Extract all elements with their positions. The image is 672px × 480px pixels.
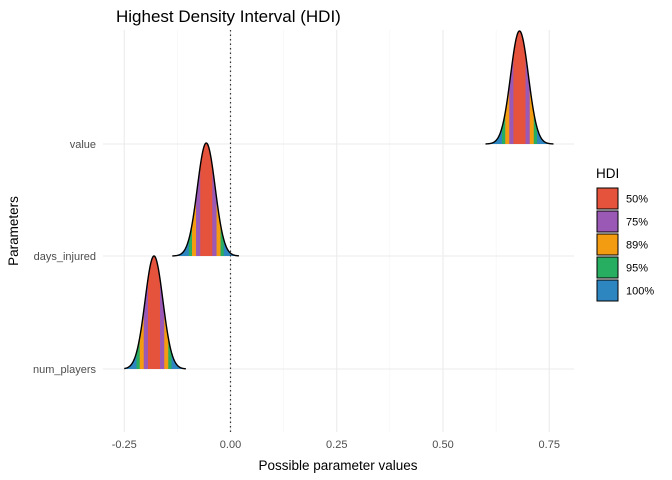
hdi-50-band (200, 143, 213, 256)
x-tick-label: 0.00 (220, 439, 241, 451)
density-outline (485, 30, 554, 145)
legend-label: 50% (626, 194, 648, 206)
legend-label: 100% (626, 286, 654, 298)
ridge-num_players (124, 255, 186, 370)
legend-label: 75% (626, 217, 648, 229)
legend-swatch (596, 233, 619, 256)
legend-swatch (596, 210, 619, 233)
density-ridges (124, 30, 554, 370)
y-axis-labels: value days_injured num_players (33, 139, 96, 376)
legend-swatch (596, 187, 619, 210)
legend-label: 95% (626, 263, 648, 275)
y-tick-label: num_players (33, 364, 96, 376)
x-tick-label: 0.75 (539, 439, 560, 451)
legend-title: HDI (596, 166, 619, 181)
ridge-value (485, 30, 554, 145)
legend-label: 89% (626, 240, 648, 252)
density-outline (124, 255, 186, 370)
x-axis-labels: -0.25 0.00 0.25 0.50 0.75 (112, 439, 560, 451)
legend-swatch (596, 256, 619, 279)
hdi-50-band (147, 256, 161, 369)
legend-swatch (596, 279, 619, 302)
y-axis-title: Parameters (6, 196, 21, 266)
x-axis-title: Possible parameter values (258, 458, 417, 473)
y-tick-label: value (70, 139, 96, 151)
grid (103, 30, 574, 432)
legend: HDI 50% 75% 89% 95% 100% (596, 166, 654, 302)
chart-title: Highest Density Interval (HDI) (116, 7, 341, 26)
density-outline (172, 142, 240, 257)
x-tick-label: 0.25 (326, 439, 347, 451)
hdi-50-band (513, 31, 526, 144)
x-tick-label: -0.25 (112, 439, 137, 451)
ridge-days_injured (172, 142, 240, 257)
x-tick-label: 0.50 (432, 439, 453, 451)
y-tick-label: days_injured (34, 251, 96, 263)
